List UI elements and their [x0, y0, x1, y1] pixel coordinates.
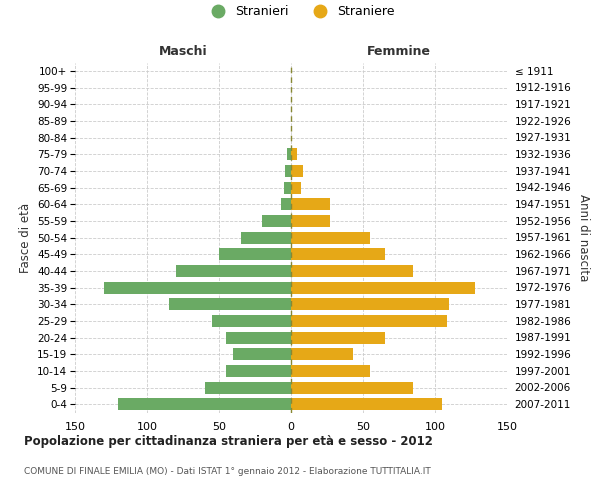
Bar	[287, 148, 291, 160]
Bar	[241, 232, 291, 243]
Legend: Stranieri, Straniere: Stranieri, Straniere	[200, 0, 400, 23]
Bar	[291, 282, 475, 294]
Text: COMUNE DI FINALE EMILIA (MO) - Dati ISTAT 1° gennaio 2012 - Elaborazione TUTTITA: COMUNE DI FINALE EMILIA (MO) - Dati ISTA…	[24, 468, 431, 476]
Bar	[219, 248, 291, 260]
Text: Popolazione per cittadinanza straniera per età e sesso - 2012: Popolazione per cittadinanza straniera p…	[24, 435, 433, 448]
Bar	[291, 265, 413, 277]
Bar	[212, 315, 291, 327]
Bar	[291, 348, 353, 360]
Bar	[104, 282, 291, 294]
Bar	[291, 315, 446, 327]
Bar	[291, 182, 301, 194]
Bar	[291, 198, 330, 210]
Bar	[291, 248, 385, 260]
Bar	[284, 182, 291, 194]
Y-axis label: Anni di nascita: Anni di nascita	[577, 194, 590, 281]
Bar	[291, 398, 442, 410]
Bar	[291, 298, 449, 310]
Bar	[262, 215, 291, 227]
Bar	[205, 382, 291, 394]
Bar	[291, 148, 297, 160]
Text: Maschi: Maschi	[158, 44, 208, 58]
Bar	[291, 232, 370, 243]
Bar	[226, 332, 291, 344]
Bar	[281, 198, 291, 210]
Bar	[118, 398, 291, 410]
Bar	[169, 298, 291, 310]
Bar	[291, 215, 330, 227]
Bar	[291, 332, 385, 344]
Bar	[233, 348, 291, 360]
Text: Femmine: Femmine	[367, 44, 431, 58]
Bar	[176, 265, 291, 277]
Bar	[291, 365, 370, 377]
Y-axis label: Fasce di età: Fasce di età	[19, 202, 32, 272]
Bar	[291, 382, 413, 394]
Bar	[226, 365, 291, 377]
Bar	[285, 165, 291, 177]
Bar	[291, 165, 302, 177]
